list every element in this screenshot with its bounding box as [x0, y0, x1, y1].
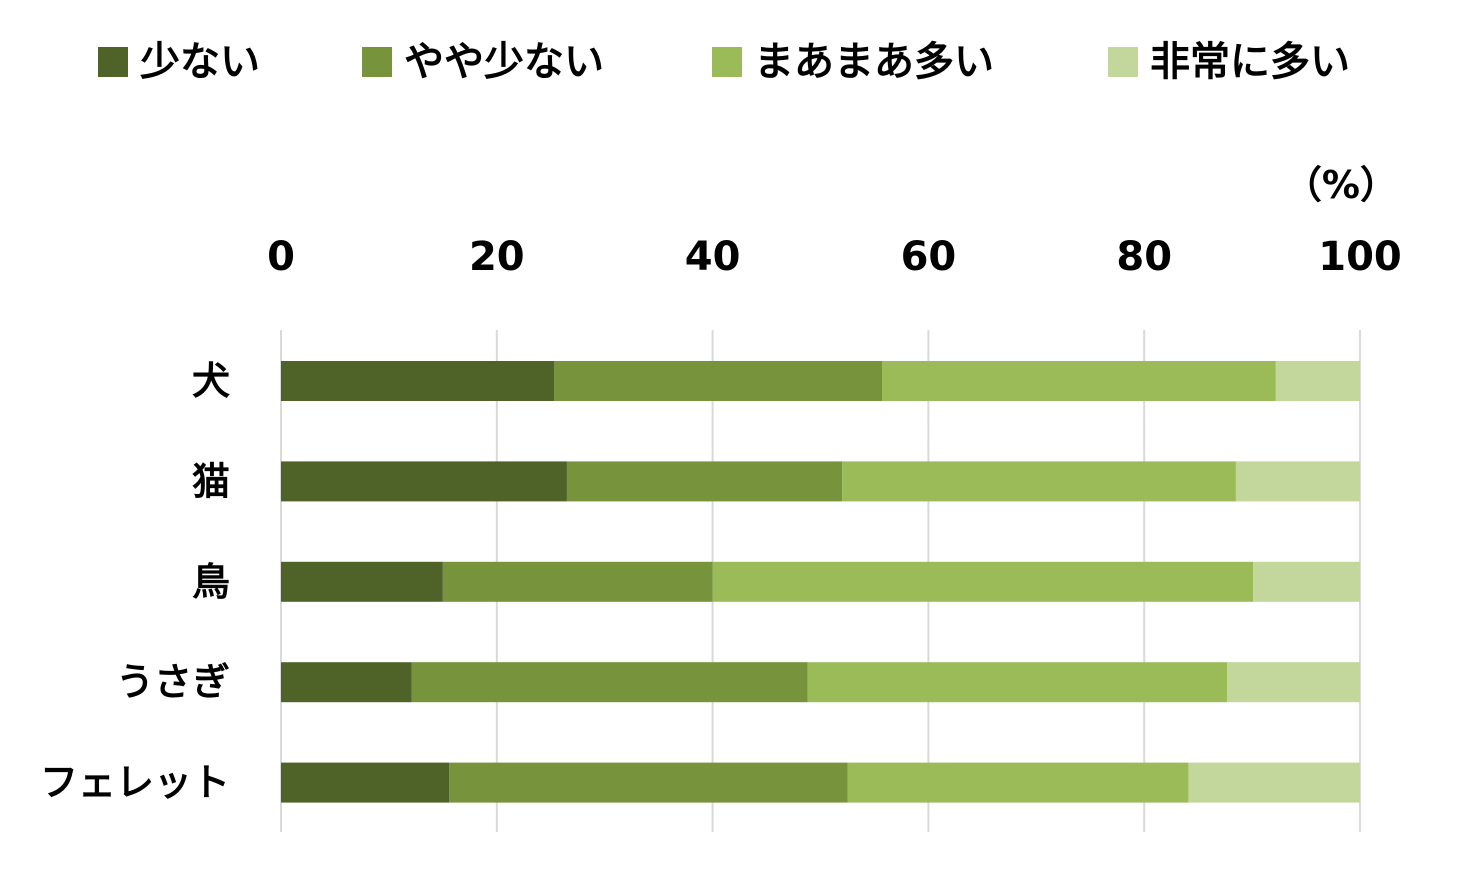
- bar-segment-2-3: [842, 461, 1236, 502]
- legend-label: 少ない: [140, 39, 260, 85]
- bar-segment-5-1: [281, 762, 450, 803]
- bar-segment-1-4: [1275, 361, 1360, 401]
- bar-segment-5-3: [847, 762, 1189, 803]
- category-label: 猫: [192, 459, 230, 503]
- unit-label: （%）: [1284, 163, 1398, 207]
- bar-segment-2-1: [281, 461, 567, 502]
- bar-segment-2-2: [566, 461, 843, 502]
- x-tick-label: 20: [469, 234, 525, 280]
- bar-segment-1-1: [281, 361, 554, 401]
- bar-segment-4-2: [411, 662, 808, 703]
- legend-swatch: [1108, 47, 1138, 77]
- x-tick-label: 80: [1116, 234, 1172, 280]
- legend-swatch: [712, 47, 742, 77]
- bars: [281, 361, 1360, 803]
- bar-segment-1-2: [553, 361, 883, 401]
- legend-swatch: [98, 47, 128, 77]
- category-label: 犬: [192, 359, 230, 403]
- bar-segment-4-4: [1227, 662, 1360, 703]
- legend-label: まあまあ多い: [754, 39, 994, 85]
- bar-segment-2-4: [1235, 461, 1360, 502]
- legend-swatch: [362, 47, 392, 77]
- x-tick-label: 60: [901, 234, 957, 280]
- x-tick-label: 100: [1318, 234, 1402, 280]
- category-label: 鳥: [192, 560, 230, 604]
- x-tick-label: 40: [685, 234, 741, 280]
- bar-segment-4-3: [807, 662, 1228, 703]
- legend-label: やや少ない: [404, 39, 604, 85]
- category-label: うさぎ: [116, 660, 230, 704]
- category-label: フェレット: [40, 761, 230, 805]
- x-tick-label: 0: [267, 234, 295, 280]
- bar-segment-3-2: [442, 561, 713, 602]
- legend-label: 非常に多い: [1150, 39, 1350, 85]
- bar-segment-5-4: [1188, 762, 1360, 803]
- legend: 少ない やや少ない まあまあ多い 非常に多い: [98, 39, 1350, 85]
- bar-segment-3-4: [1253, 561, 1360, 602]
- bar-segment-3-3: [712, 561, 1254, 602]
- bar-segment-3-1: [281, 561, 443, 602]
- x-axis-ticks: 0 20 40 60 80 100: [267, 234, 1402, 280]
- bar-segment-1-3: [882, 361, 1276, 401]
- bar-segment-5-2: [449, 762, 848, 803]
- bar-segment-4-1: [281, 662, 412, 703]
